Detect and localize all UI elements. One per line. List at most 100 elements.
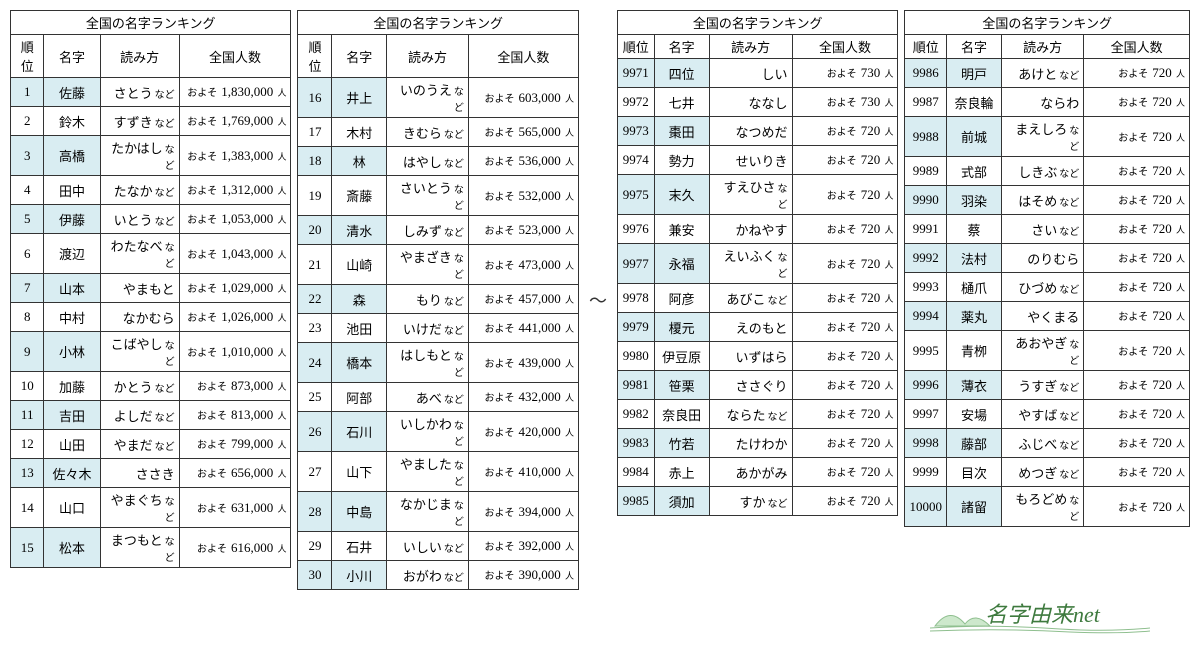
cell-count: およそ720 人: [792, 284, 898, 313]
table-row: 15松本まつもとなどおよそ616,000 人: [11, 528, 291, 568]
cell-count: およそ1,026,000 人: [179, 303, 291, 332]
cell-rank: 4: [11, 176, 44, 205]
table-row: 4田中たなかなどおよそ1,312,000 人: [11, 176, 291, 205]
cell-rank: 20: [298, 216, 332, 245]
cell-name: 井上: [332, 78, 387, 118]
cell-rank: 10000: [905, 487, 947, 527]
header-name: 名字: [44, 35, 100, 78]
cell-rank: 11: [11, 401, 44, 430]
cell-rank: 9983: [617, 429, 654, 458]
cell-name: 松本: [44, 528, 100, 568]
cell-reading: いとうなど: [100, 205, 179, 234]
table-row: 25阿部あべなどおよそ432,000 人: [298, 383, 578, 412]
cell-reading: しみずなど: [387, 216, 469, 245]
header-count: 全国人数: [468, 35, 578, 78]
header-count: 全国人数: [179, 35, 291, 78]
cell-count: およそ473,000 人: [468, 245, 578, 285]
cell-name: 奈良田: [654, 400, 709, 429]
cell-name: 渡辺: [44, 234, 100, 274]
cell-reading: のりむら: [1001, 244, 1083, 273]
cell-count: およそ720 人: [792, 117, 898, 146]
cell-reading: さいとうなど: [387, 176, 469, 216]
cell-name: 山田: [44, 430, 100, 459]
cell-count: およそ720 人: [792, 244, 898, 284]
cell-reading: ななし: [709, 88, 792, 117]
logo-svg: 名字由来net: [930, 596, 1150, 636]
cell-count: およそ720 人: [1084, 371, 1190, 400]
cell-rank: 13: [11, 459, 44, 488]
ranking-table-3: 全国の名字ランキング順位名字読み方全国人数9986明戸あけとなどおよそ720 人…: [904, 10, 1190, 527]
cell-reading: あびこなど: [709, 284, 792, 313]
table-row: 9987奈良輪ならわおよそ720 人: [905, 88, 1190, 117]
header-reading: 読み方: [709, 35, 792, 59]
cell-reading: ささき: [100, 459, 179, 488]
table-row: 6渡辺わたなべなどおよそ1,043,000 人: [11, 234, 291, 274]
cell-name: 法村: [946, 244, 1001, 273]
header-rank: 順位: [905, 35, 947, 59]
table-row: 9976兼安かねやすおよそ720 人: [617, 215, 897, 244]
cell-count: およそ720 人: [1084, 186, 1190, 215]
cell-reading: やまもと: [100, 274, 179, 303]
cell-count: およそ631,000 人: [179, 488, 291, 528]
cell-rank: 25: [298, 383, 332, 412]
cell-reading: まつもとなど: [100, 528, 179, 568]
table-row: 9小林こばやしなどおよそ1,010,000 人: [11, 332, 291, 372]
table-row: 9980伊豆原いずはらおよそ720 人: [617, 342, 897, 371]
cell-rank: 23: [298, 314, 332, 343]
cell-reading: まえしろなど: [1001, 117, 1083, 157]
cell-reading: さいなど: [1001, 215, 1083, 244]
cell-reading: もりなど: [387, 285, 469, 314]
cell-name: 中島: [332, 492, 387, 532]
table-row: 10000諸留もろどめなどおよそ720 人: [905, 487, 1190, 527]
cell-reading: ならたなど: [709, 400, 792, 429]
cell-count: およそ720 人: [1084, 244, 1190, 273]
cell-reading: すずきなど: [100, 107, 179, 136]
cell-count: およそ656,000 人: [179, 459, 291, 488]
table-row: 9975末久すえひさなどおよそ720 人: [617, 175, 897, 215]
table-row: 9990羽染はそめなどおよそ720 人: [905, 186, 1190, 215]
cell-name: 石井: [332, 532, 387, 561]
cell-name: 四位: [654, 59, 709, 88]
cell-reading: あけとなど: [1001, 59, 1083, 88]
cell-count: およそ616,000 人: [179, 528, 291, 568]
table-row: 28中島なかじまなどおよそ394,000 人: [298, 492, 578, 532]
table-row: 9994薬丸やくまるおよそ720 人: [905, 302, 1190, 331]
cell-reading: ならわ: [1001, 88, 1083, 117]
cell-name: 榎元: [654, 313, 709, 342]
cell-reading: あおやぎなど: [1001, 331, 1083, 371]
cell-reading: しきぶなど: [1001, 157, 1083, 186]
cell-rank: 22: [298, 285, 332, 314]
cell-reading: うすぎなど: [1001, 371, 1083, 400]
table-row: 9993樋爪ひづめなどおよそ720 人: [905, 273, 1190, 302]
table-row: 17木村きむらなどおよそ565,000 人: [298, 118, 578, 147]
cell-reading: はやしなど: [387, 147, 469, 176]
cell-rank: 9976: [617, 215, 654, 244]
table-row: 10加藤かとうなどおよそ873,000 人: [11, 372, 291, 401]
cell-rank: 9977: [617, 244, 654, 284]
cell-rank: 9990: [905, 186, 947, 215]
header-reading: 読み方: [387, 35, 469, 78]
cell-rank: 9973: [617, 117, 654, 146]
table-row: 9996薄衣うすぎなどおよそ720 人: [905, 371, 1190, 400]
cell-rank: 9998: [905, 429, 947, 458]
table-row: 23池田いけだなどおよそ441,000 人: [298, 314, 578, 343]
cell-rank: 3: [11, 136, 44, 176]
cell-rank: 19: [298, 176, 332, 216]
cell-name: 清水: [332, 216, 387, 245]
footer-logo: 名字由来net: [10, 596, 1190, 641]
cell-reading: やすばなど: [1001, 400, 1083, 429]
cell-name: 佐々木: [44, 459, 100, 488]
cell-reading: もろどめなど: [1001, 487, 1083, 527]
cell-name: 山口: [44, 488, 100, 528]
cell-count: およそ720 人: [792, 146, 898, 175]
table-row: 9982奈良田ならたなどおよそ720 人: [617, 400, 897, 429]
header-name: 名字: [332, 35, 387, 78]
cell-count: およそ1,010,000 人: [179, 332, 291, 372]
cell-count: およそ720 人: [1084, 117, 1190, 157]
cell-rank: 9974: [617, 146, 654, 175]
cell-rank: 9994: [905, 302, 947, 331]
table-row: 9978阿彦あびこなどおよそ720 人: [617, 284, 897, 313]
cell-name: 樋爪: [946, 273, 1001, 302]
cell-reading: ささぐり: [709, 371, 792, 400]
cell-name: 明戸: [946, 59, 1001, 88]
